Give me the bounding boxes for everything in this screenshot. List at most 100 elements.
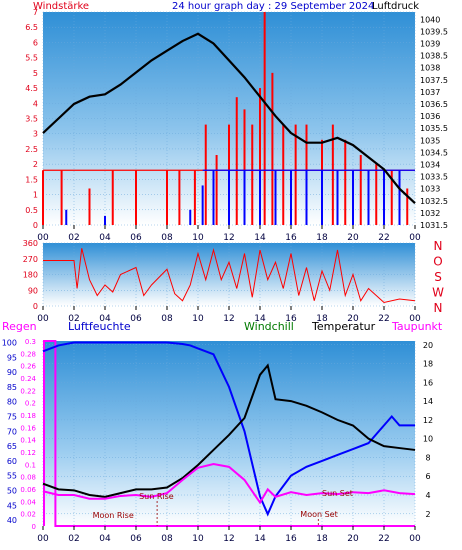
pressure-tick-label: 1034.5 bbox=[420, 148, 448, 157]
wind-gust-bar bbox=[111, 170, 114, 225]
wind-gust-bar bbox=[406, 188, 409, 225]
humidity-tick-label: 100 bbox=[2, 338, 17, 347]
humidity-tick-label: 45 bbox=[7, 501, 17, 510]
wind-avg-bar bbox=[290, 170, 292, 225]
pressure-tick-label: 1038 bbox=[420, 64, 440, 73]
rain-tick-label: 0.08 bbox=[20, 474, 36, 482]
x-axis-mid: 00 02 04 06 08 10 12 14 16 18 20 22 00 bbox=[37, 306, 421, 324]
rain-tick-label: 0.1 bbox=[25, 461, 36, 469]
temperature-line bbox=[42, 363, 416, 498]
legend-taupunkt: Taupunkt bbox=[391, 320, 443, 333]
humidity-tick-label: 70 bbox=[7, 427, 17, 436]
degree-tick-label: 0 bbox=[33, 302, 38, 311]
rain-tick-label: 0.2 bbox=[25, 400, 36, 408]
legend-regen: Regen bbox=[2, 320, 37, 333]
hour-label: 00 bbox=[37, 233, 49, 243]
y-axis-humidity: 40 45 50 55 60 65 70 75 80 85 90 95 100 bbox=[2, 338, 17, 525]
wind-tick-label: 6.5 bbox=[25, 23, 38, 32]
pressure-tick-label: 1040 bbox=[420, 15, 440, 24]
wind-gust-bar bbox=[294, 124, 297, 225]
hour-label: 10 bbox=[192, 233, 204, 243]
temp-tick-label: 2 bbox=[425, 510, 430, 519]
legend-luftfeuchte: Luftfeuchte bbox=[68, 320, 131, 333]
wind-pressure-panel: Windstärke 24 hour graph day : 29 Septem… bbox=[25, 1, 448, 243]
rain-bar bbox=[43, 341, 45, 526]
pressure-tick-label: 1031.5 bbox=[420, 221, 448, 230]
wind-tick-label: 7 bbox=[33, 8, 38, 17]
wind-gust-bar bbox=[166, 170, 168, 225]
wind-tick-label: 0.5 bbox=[25, 206, 38, 215]
pressure-line bbox=[42, 32, 416, 205]
humidity-tick-label: 90 bbox=[7, 368, 17, 377]
y-axis-rain: 0 0.02 0.04 0.06 0.08 0.1 0.12 0.14 0.16 0.18 0.2 0… bbox=[20, 338, 36, 531]
rain-tick-label: 0.16 bbox=[20, 424, 36, 432]
hour-label: 22 bbox=[378, 534, 389, 544]
hour-label: 16 bbox=[285, 314, 297, 324]
temp-tick-label: 6 bbox=[425, 472, 430, 481]
temp-tick-label: 14 bbox=[423, 397, 433, 406]
dewpoint-line bbox=[42, 462, 416, 505]
wind-avg-bar bbox=[228, 170, 230, 225]
hour-label: 10 bbox=[192, 314, 204, 324]
hour-label: 12 bbox=[223, 534, 234, 544]
hour-label: 06 bbox=[130, 314, 142, 324]
hour-label: 18 bbox=[316, 534, 328, 544]
degree-tick-label: 180 bbox=[23, 271, 38, 280]
temp-tick-label: 8 bbox=[425, 453, 430, 462]
hour-label: 00 bbox=[37, 534, 49, 544]
hour-label: 14 bbox=[254, 233, 266, 243]
hour-label: 18 bbox=[316, 233, 328, 243]
chart-title: 24 hour graph day : 29 September 2024 bbox=[172, 1, 374, 12]
pressure-tick-label: 1037.5 bbox=[420, 76, 448, 85]
wind-gust-bar bbox=[215, 155, 218, 225]
rain-tick-label: 0.26 bbox=[20, 363, 36, 371]
wind-avg-bar bbox=[212, 170, 215, 225]
rain-tick-label: 0.06 bbox=[20, 486, 36, 494]
humidity-tick-label: 65 bbox=[7, 442, 17, 451]
pressure-tick-label: 1036.5 bbox=[420, 100, 448, 109]
wind-gust-bar bbox=[282, 124, 285, 225]
wind-gust-bar bbox=[259, 88, 261, 225]
y-axis-wind: 0 0.5 1 1.5 2 2.5 3 3.5 4 4.5 5 5.5 6 6.5 7 bbox=[25, 8, 38, 230]
wind-gust-bar bbox=[178, 170, 181, 225]
humidity-tick-label: 85 bbox=[7, 383, 17, 392]
wind-gust-bar bbox=[359, 155, 362, 225]
wind-avg-bar bbox=[305, 170, 308, 225]
y-axis-temperature: 2 4 6 8 10 12 14 16 18 20 bbox=[423, 341, 433, 519]
hour-label: 02 bbox=[68, 534, 79, 544]
hour-label: 06 bbox=[130, 233, 142, 243]
hour-label: 22 bbox=[378, 233, 389, 243]
wind-avg-bar bbox=[352, 170, 354, 225]
humidity-tick-label: 95 bbox=[7, 353, 17, 362]
luftdruck-label: Luftdruck bbox=[372, 1, 419, 12]
compass-label: N bbox=[434, 301, 443, 315]
wind-tick-label: 2 bbox=[33, 160, 38, 169]
rain-line bbox=[43, 340, 415, 527]
x-axis-bottom: 00 02 04 06 08 10 12 14 16 18 20 22 00 bbox=[37, 526, 421, 544]
hour-label: 12 bbox=[223, 314, 234, 324]
wind-gust-bar bbox=[271, 72, 274, 225]
hour-label: 00 bbox=[409, 233, 421, 243]
rain-tick-label: 0.04 bbox=[20, 498, 36, 506]
compass-label: O bbox=[433, 255, 442, 269]
wind-tick-label: 5.5 bbox=[25, 54, 38, 63]
wind-avg-bar bbox=[189, 209, 192, 225]
pressure-tick-label: 1036 bbox=[420, 112, 440, 121]
hour-label: 16 bbox=[285, 534, 297, 544]
rain-tick-label: 0.3 bbox=[25, 338, 36, 346]
hour-label: 00 bbox=[409, 534, 421, 544]
rain-tick-label: 0.02 bbox=[20, 511, 36, 519]
hour-label: 04 bbox=[99, 314, 111, 324]
windstaerke-label: Windstärke bbox=[33, 1, 89, 12]
pressure-tick-label: 1034 bbox=[420, 160, 440, 169]
wind-avg-bar bbox=[274, 170, 277, 225]
hour-label: 10 bbox=[192, 534, 204, 544]
compass-label: W bbox=[432, 286, 444, 300]
temp-tick-label: 4 bbox=[425, 491, 430, 500]
pressure-tick-label: 1032 bbox=[420, 209, 440, 218]
hour-label: 04 bbox=[99, 233, 111, 243]
sun-moon-annotations: Moon Rise Sun Rise Sun Set Moon Set bbox=[93, 489, 353, 526]
temp-tick-label: 12 bbox=[423, 416, 433, 425]
rain-tick-label: 0.12 bbox=[20, 449, 36, 457]
